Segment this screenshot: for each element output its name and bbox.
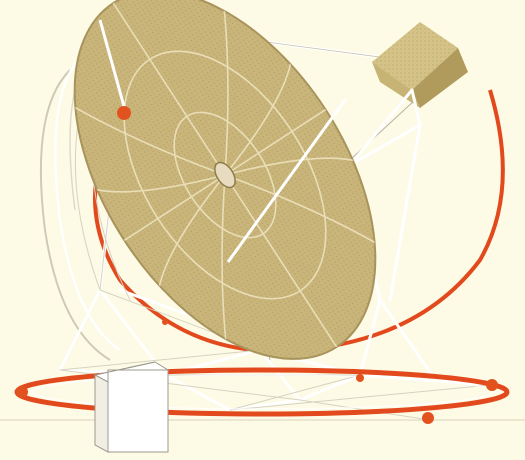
dish-struts	[98, 19, 347, 263]
node-ball	[16, 386, 28, 398]
node-balls	[16, 106, 498, 424]
node-ball	[117, 106, 131, 120]
dish-hub	[214, 161, 236, 189]
base-cabinet-icon	[93, 361, 170, 453]
node-ball	[422, 412, 434, 424]
parabolic-dish-icon	[63, 0, 387, 360]
node-ball	[356, 374, 364, 382]
node-ball	[486, 379, 498, 391]
node-ball	[162, 319, 168, 325]
